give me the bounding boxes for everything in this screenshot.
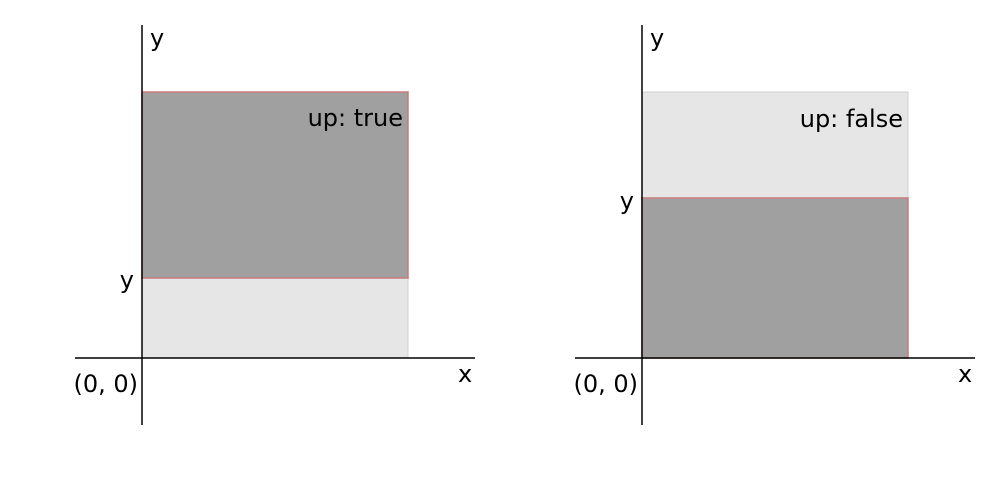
panel-up-false: up: false y y x (0, 0) [573, 24, 975, 425]
origin-label: (0, 0) [73, 370, 138, 398]
y-marker-label: y [120, 266, 134, 294]
y-axis-label: y [150, 24, 164, 52]
x-axis-label: x [458, 360, 472, 388]
y-axis-label: y [650, 24, 664, 52]
origin-label: (0, 0) [573, 370, 638, 398]
panel-label: up: true [308, 104, 403, 132]
y-marker-label: y [620, 187, 634, 215]
panel-up-true: up: true y y x (0, 0) [73, 24, 475, 425]
x-axis-label: x [958, 360, 972, 388]
panel-label: up: false [800, 105, 903, 133]
filled-region-above-y [141, 91, 409, 279]
filled-region-below-y [641, 197, 909, 359]
